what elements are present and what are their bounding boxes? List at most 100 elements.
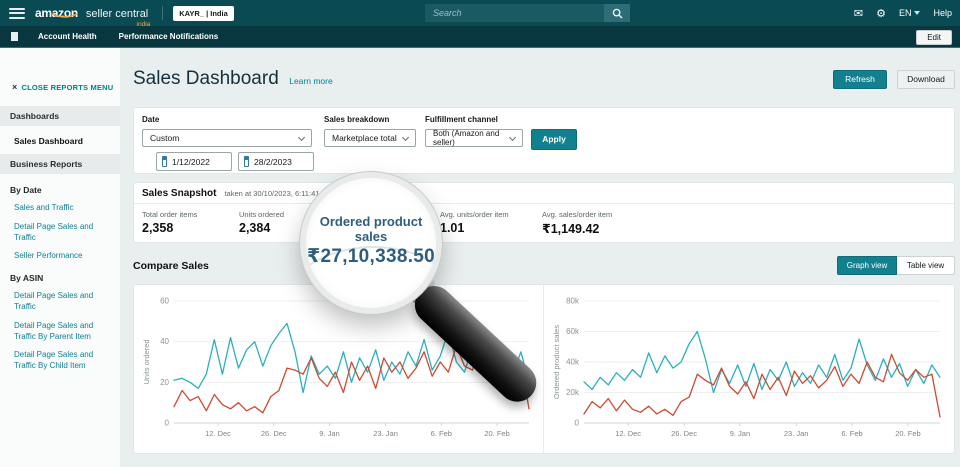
sales-snapshot-title: Sales Snapshot (142, 187, 217, 199)
magnified-stat-value: ₹27,10,338.50 (306, 246, 436, 267)
sidebar-item-detail-page-sales-traffic[interactable]: Detail Page Sales and Traffic (14, 221, 94, 242)
calendar-icon (244, 156, 249, 167)
chevron-down-icon (508, 133, 517, 141)
settings-gear-icon[interactable]: ⚙ (876, 7, 886, 20)
date-range-select[interactable]: Custom (142, 129, 312, 147)
chevron-down-icon (401, 133, 410, 141)
svg-text:23. Jan: 23. Jan (373, 429, 398, 438)
close-reports-menu[interactable]: × CLOSE REPORTS MENU (12, 82, 114, 92)
search-icon (612, 8, 622, 18)
chevron-down-icon (297, 133, 306, 141)
svg-text:20: 20 (160, 378, 169, 387)
graph-view-button[interactable]: Graph view (837, 256, 897, 275)
svg-text:6. Feb: 6. Feb (431, 429, 452, 438)
magnified-stat-label: Ordered product sales (319, 214, 423, 244)
language-label: EN (898, 8, 912, 18)
sales-snapshot-header: Sales Snapshot taken at 30/10/2023, 6:11… (134, 183, 954, 204)
sub-navigation-bar: Account Health Performance Notifications… (0, 26, 960, 48)
ordered-product-sales-chart: 0 20k 40k 60k 80k 12. Dec 26. Dec 9. Jan 23. Jan… (544, 285, 954, 453)
svg-text:0: 0 (575, 419, 580, 428)
header-divider (162, 6, 164, 20)
compare-sales-charts-card: 0 20 40 60 12. Dec 26. Dec 9. Jan 23. Jan 6. Feb… (133, 284, 955, 454)
svg-text:6. Feb: 6. Feb (841, 429, 862, 438)
svg-text:26. Dec: 26. Dec (261, 429, 287, 438)
svg-text:40k: 40k (566, 358, 580, 367)
date-to-field[interactable] (238, 152, 314, 171)
fulfillment-channel-select[interactable]: Both (Amazon and seller) (425, 129, 523, 147)
refresh-button[interactable]: Refresh (833, 70, 887, 89)
logo-seller-central-text: seller central (85, 8, 149, 20)
magnifier-lens: Ordered product sales ₹27,10,338.50 (300, 172, 442, 314)
account-marketplace-badge[interactable]: KAYR_ | India (173, 5, 234, 21)
messages-envelope-icon[interactable]: ✉ (853, 7, 864, 20)
header-right-cluster: ✉ ⚙ EN Help (854, 0, 952, 26)
hamburger-menu-icon[interactable] (9, 7, 25, 19)
subnav-item-account-health[interactable]: Account Health (38, 32, 97, 41)
date-filter-label: Date (142, 115, 160, 124)
sidebar-item-sales-dashboard[interactable]: Sales Dashboard (14, 136, 83, 146)
date-from-field[interactable] (156, 152, 232, 171)
date-from-input[interactable] (172, 156, 226, 167)
sidebar-item-detail-page-child-item[interactable]: Detail Page Sales and Traffic By Child I… (14, 350, 94, 371)
snapshot-timestamp: taken at 30/10/2023, 6:11:41 pm IST (224, 188, 346, 198)
svg-text:60: 60 (160, 297, 169, 306)
svg-text:80k: 80k (566, 297, 580, 306)
sidebar-item-detail-page-parent-item[interactable]: Detail Page Sales and Traffic By Parent … (14, 320, 94, 341)
edit-button[interactable]: Edit (916, 30, 952, 45)
svg-text:12. Dec: 12. Dec (205, 429, 231, 438)
stat-avg-units-order-item: Avg. units/order item 1.01 (440, 210, 509, 235)
svg-text:20. Feb: 20. Feb (895, 429, 920, 438)
sidebar-section-business-reports: Business Reports (0, 154, 120, 174)
svg-text:20. Feb: 20. Feb (484, 429, 509, 438)
amazon-smile-icon (52, 13, 78, 18)
svg-text:23. Jan: 23. Jan (784, 429, 809, 438)
units-ordered-plot: 0 20 40 60 12. Dec 26. Dec 9. Jan 23. Jan 6. Feb… (140, 293, 539, 449)
sidebar-group-by-date: By Date (10, 185, 42, 195)
subnav-item-performance-notifications[interactable]: Performance Notifications (118, 32, 219, 41)
sidebar-item-detail-page-sales-traffic-asin[interactable]: Detail Page Sales and Traffic (14, 291, 94, 311)
table-view-button[interactable]: Table view (897, 256, 955, 275)
svg-text:9. Jan: 9. Jan (319, 429, 339, 438)
sales-breakdown-label: Sales breakdown (324, 115, 390, 124)
reports-sidebar: × CLOSE REPORTS MENU Dashboards Sales Das… (0, 48, 120, 467)
svg-text:0: 0 (165, 419, 170, 428)
page-title: Sales Dashboard (133, 68, 279, 89)
search-input[interactable] (425, 4, 604, 22)
svg-text:60k: 60k (566, 327, 580, 336)
learn-more-link[interactable]: Learn more (289, 76, 333, 86)
amazon-seller-central-logo[interactable]: amazon seller central india (35, 6, 150, 28)
sales-breakdown-select[interactable]: Marketplace total (324, 129, 416, 147)
chevron-down-icon (914, 11, 921, 15)
stat-total-order-items: Total order items 2,358 (142, 210, 198, 235)
fulfillment-channel-label: Fulfillment channel (425, 115, 498, 124)
calendar-icon (162, 156, 167, 167)
filters-panel: Date Custom Sales breakdown Marketplace … (133, 107, 955, 174)
close-icon: × (12, 82, 18, 92)
svg-text:26. Dec: 26. Dec (671, 429, 697, 438)
sidebar-section-dashboards: Dashboards (0, 106, 120, 126)
page-title-row: Sales Dashboard Learn more Refresh Downl… (133, 68, 955, 94)
sidebar-item-seller-performance[interactable]: Seller Performance (14, 251, 83, 261)
pinned-bookmark-icon[interactable] (11, 32, 18, 41)
help-link[interactable]: Help (933, 8, 952, 18)
svg-text:40: 40 (160, 337, 169, 346)
search-button[interactable] (604, 4, 630, 22)
sidebar-item-sales-and-traffic[interactable]: Sales and Traffic (14, 203, 74, 212)
global-search (425, 4, 630, 22)
stat-avg-sales-order-item: Avg. sales/order item ₹1,149.42 (542, 210, 613, 236)
svg-text:9. Jan: 9. Jan (730, 429, 750, 438)
sidebar-group-by-asin: By ASIN (10, 273, 44, 284)
sales-snapshot-card: Sales Snapshot taken at 30/10/2023, 6:11… (133, 182, 955, 243)
apply-button[interactable]: Apply (531, 129, 577, 150)
svg-text:12. Dec: 12. Dec (615, 429, 641, 438)
ordered-product-sales-plot: 0 20k 40k 60k 80k 12. Dec 26. Dec 9. Jan 23. Jan… (550, 293, 950, 449)
language-selector[interactable]: EN (899, 8, 921, 18)
view-toggle: Graph view Table view (837, 256, 955, 275)
svg-text:Units ordered: Units ordered (142, 339, 151, 384)
top-header-bar: amazon seller central india KAYR_ | Indi… (0, 0, 960, 28)
svg-text:20k: 20k (566, 388, 580, 397)
download-button[interactable]: Download (897, 70, 955, 89)
date-to-input[interactable] (254, 156, 308, 167)
units-ordered-chart: 0 20 40 60 12. Dec 26. Dec 9. Jan 23. Jan 6. Feb… (134, 285, 544, 453)
